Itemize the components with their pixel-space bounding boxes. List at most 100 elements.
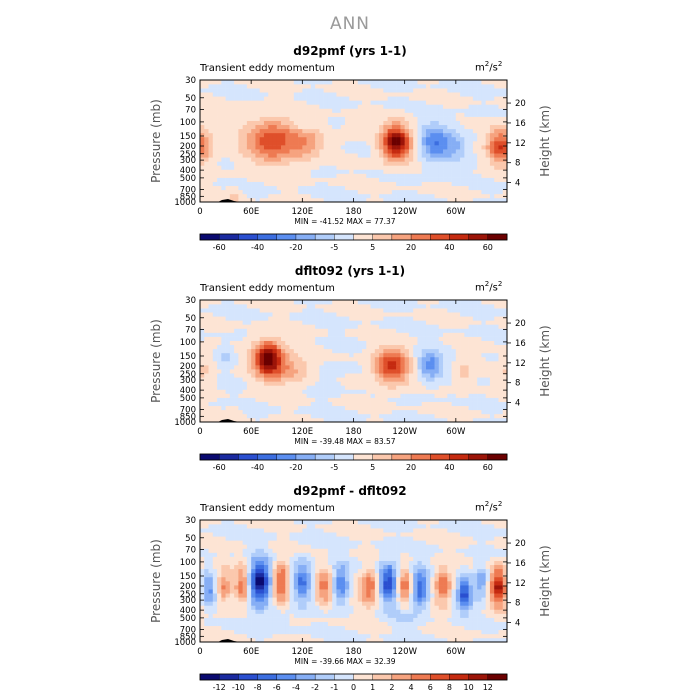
contour-cell [204, 141, 209, 146]
contour-cell [379, 409, 384, 415]
contour-cell [425, 324, 431, 329]
contour-cell [336, 80, 341, 85]
contour-cell [319, 389, 324, 394]
contour-cell [387, 108, 393, 113]
contour-cell [298, 189, 303, 195]
contour-cell [485, 316, 491, 321]
contour-cell [349, 136, 354, 142]
contour-cell [212, 385, 218, 390]
contour-cell [272, 96, 278, 101]
contour-cell [242, 96, 248, 101]
contour-cell [400, 405, 405, 411]
contour-cell [383, 88, 388, 93]
contour-cell [200, 153, 205, 158]
contour-cell [485, 348, 491, 354]
contour-cell [357, 389, 363, 394]
contour-cell [396, 336, 401, 341]
contour-cell [281, 193, 286, 199]
contour-cell [494, 308, 499, 313]
contour-cell [204, 165, 209, 170]
contour-cell [366, 185, 371, 191]
contour-cell [340, 393, 346, 398]
contour-cell [332, 300, 337, 305]
contour-cell [285, 328, 290, 333]
contour-cell [281, 625, 286, 631]
contour-cell [349, 149, 354, 154]
contour-cell [208, 633, 214, 639]
contour-cell [281, 112, 286, 117]
contour-cell [242, 181, 248, 187]
contour-cell [383, 340, 388, 346]
contour-cell [268, 153, 273, 158]
contour-cell [242, 304, 248, 309]
contour-cell [276, 308, 282, 313]
contour-cell [246, 108, 252, 113]
contour-cell [336, 161, 341, 166]
contour-cell [408, 193, 414, 199]
contour-cell [259, 96, 265, 101]
contour-cell [413, 161, 418, 166]
contour-cell [276, 96, 282, 101]
contour-cell [234, 132, 239, 138]
contour-cell [302, 637, 307, 643]
contour-cell [357, 169, 363, 174]
contour-cell [336, 169, 341, 174]
contour-cell [263, 128, 269, 134]
contour-cell [451, 365, 457, 370]
contour-cell [374, 100, 380, 105]
contour-cell [460, 84, 465, 89]
contour-cell [366, 389, 371, 394]
contour-cell [481, 385, 486, 390]
contour-cell [281, 401, 286, 407]
contour-cell [374, 308, 380, 313]
contour-cell [323, 633, 329, 639]
contour-cell [302, 348, 307, 354]
contour-cell [200, 629, 205, 635]
contour-cell [327, 124, 333, 130]
contour-cell [336, 344, 341, 350]
contour-cell [408, 352, 414, 358]
contour-cell [212, 348, 218, 354]
contour-cell [383, 197, 388, 203]
contour-cell [263, 629, 269, 635]
contour-cell [357, 161, 363, 166]
contour-cell [319, 185, 324, 191]
contour-cell [298, 88, 303, 93]
contour-cell [421, 629, 427, 635]
contour-cell [238, 361, 243, 366]
contour-cell [438, 124, 444, 130]
contour-cell [217, 361, 222, 366]
contour-cell [327, 161, 333, 166]
contour-cell [430, 336, 435, 341]
contour-cell [451, 185, 457, 191]
contour-cell [293, 316, 299, 321]
contour-cell [212, 120, 218, 126]
contour-cell [357, 629, 363, 635]
contour-cell [481, 300, 486, 305]
contour-cell [357, 361, 363, 366]
contour-cell [268, 116, 273, 121]
contour-cell [208, 149, 214, 154]
contour-cell [306, 336, 312, 341]
contour-cell [425, 621, 431, 627]
contour-cell [383, 189, 388, 195]
contour-cell [430, 405, 435, 411]
contour-cell [306, 108, 312, 113]
contour-cell [344, 324, 350, 329]
contour-cell [319, 332, 324, 337]
contour-cell [362, 621, 367, 627]
contour-cell [344, 136, 350, 142]
contour-cell [285, 637, 290, 643]
contour-cell [468, 328, 474, 333]
contour-cell [396, 405, 401, 411]
contour-cell [315, 621, 320, 627]
contour-cell [472, 165, 478, 170]
contour-cell [225, 100, 231, 105]
contour-cell [447, 405, 452, 411]
contour-cell [404, 397, 410, 402]
contour-cell [327, 185, 333, 191]
contour-cell [379, 324, 384, 329]
contour-cell [310, 153, 316, 158]
contour-cell [298, 352, 303, 358]
contour-cell [498, 320, 504, 325]
